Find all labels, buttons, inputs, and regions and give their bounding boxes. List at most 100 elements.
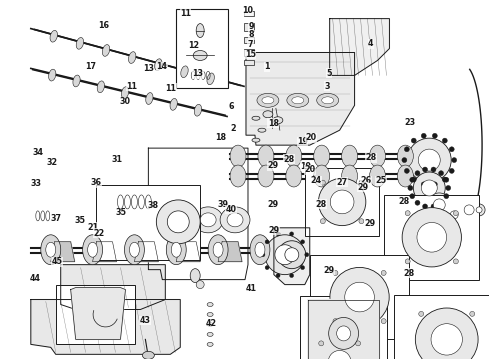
Circle shape: [442, 177, 447, 182]
Circle shape: [415, 171, 420, 176]
Text: 44: 44: [29, 274, 41, 283]
Circle shape: [439, 171, 443, 176]
Ellipse shape: [97, 81, 104, 93]
Circle shape: [446, 185, 451, 190]
Text: 13: 13: [143, 64, 154, 73]
Ellipse shape: [292, 97, 304, 104]
Bar: [310, 255, 409, 339]
Ellipse shape: [337, 326, 350, 341]
Bar: [176, 9, 228, 88]
Text: 29: 29: [364, 219, 375, 228]
Ellipse shape: [342, 145, 358, 167]
Ellipse shape: [196, 24, 204, 37]
Text: 19: 19: [300, 162, 311, 171]
Text: 5: 5: [326, 69, 332, 78]
Circle shape: [318, 178, 366, 226]
Ellipse shape: [200, 213, 216, 227]
Circle shape: [156, 200, 200, 244]
Text: 16: 16: [98, 21, 109, 30]
Text: 34: 34: [32, 148, 43, 157]
Ellipse shape: [76, 37, 84, 49]
Circle shape: [459, 200, 479, 220]
Ellipse shape: [213, 242, 223, 257]
Text: 10: 10: [242, 6, 253, 15]
Ellipse shape: [49, 69, 56, 81]
Ellipse shape: [41, 235, 61, 265]
Circle shape: [442, 138, 447, 143]
Text: 31: 31: [112, 155, 122, 164]
Circle shape: [318, 341, 324, 346]
Ellipse shape: [155, 59, 162, 71]
Ellipse shape: [285, 248, 299, 262]
Circle shape: [444, 194, 449, 199]
Text: 29: 29: [268, 226, 279, 235]
Text: 29: 29: [323, 266, 335, 275]
Circle shape: [444, 177, 449, 182]
Polygon shape: [274, 228, 310, 285]
Text: 2: 2: [230, 124, 236, 133]
Ellipse shape: [369, 165, 386, 187]
Circle shape: [305, 253, 309, 257]
Ellipse shape: [207, 323, 213, 327]
Bar: [244, 37, 254, 42]
Ellipse shape: [73, 75, 80, 87]
Circle shape: [411, 138, 416, 143]
Circle shape: [449, 168, 454, 174]
Ellipse shape: [102, 45, 110, 56]
Text: 40: 40: [226, 205, 237, 214]
Text: 38: 38: [147, 201, 159, 210]
Ellipse shape: [252, 138, 260, 142]
Text: 33: 33: [30, 179, 42, 188]
Circle shape: [421, 182, 426, 187]
Circle shape: [265, 235, 305, 275]
Ellipse shape: [314, 145, 330, 167]
Circle shape: [404, 168, 409, 174]
Text: 28: 28: [283, 155, 294, 164]
Circle shape: [422, 167, 428, 172]
Polygon shape: [134, 242, 158, 262]
Ellipse shape: [263, 111, 273, 118]
Circle shape: [381, 319, 386, 324]
Circle shape: [261, 253, 265, 257]
Circle shape: [300, 240, 305, 244]
Ellipse shape: [262, 97, 274, 104]
Circle shape: [450, 211, 458, 219]
Circle shape: [320, 180, 325, 185]
Ellipse shape: [195, 104, 201, 116]
Circle shape: [405, 211, 410, 216]
Circle shape: [411, 177, 416, 182]
Circle shape: [415, 200, 420, 205]
Circle shape: [431, 167, 436, 172]
Circle shape: [330, 267, 389, 327]
Text: 28: 28: [398, 197, 409, 206]
Polygon shape: [246, 53, 355, 145]
Circle shape: [452, 158, 457, 163]
Polygon shape: [218, 242, 242, 262]
Circle shape: [453, 211, 458, 216]
Text: 3: 3: [324, 82, 330, 91]
Bar: [56, 285, 135, 345]
Text: 39: 39: [218, 200, 228, 209]
Text: 43: 43: [140, 316, 150, 325]
Text: 21: 21: [87, 223, 98, 232]
Circle shape: [381, 270, 386, 275]
Text: 6: 6: [228, 102, 234, 111]
Circle shape: [422, 204, 428, 209]
Polygon shape: [31, 300, 180, 354]
Text: 11: 11: [126, 82, 137, 91]
Circle shape: [417, 222, 446, 252]
Circle shape: [473, 204, 485, 216]
Bar: [300, 296, 388, 360]
Ellipse shape: [227, 213, 243, 227]
Text: 28: 28: [366, 153, 376, 162]
Circle shape: [402, 208, 462, 267]
Circle shape: [402, 158, 407, 163]
Ellipse shape: [129, 242, 140, 257]
Circle shape: [276, 274, 280, 278]
Circle shape: [359, 219, 364, 224]
Circle shape: [333, 270, 338, 275]
Text: 17: 17: [85, 62, 96, 71]
Ellipse shape: [230, 165, 246, 187]
Text: 23: 23: [404, 118, 416, 127]
Ellipse shape: [122, 87, 129, 99]
